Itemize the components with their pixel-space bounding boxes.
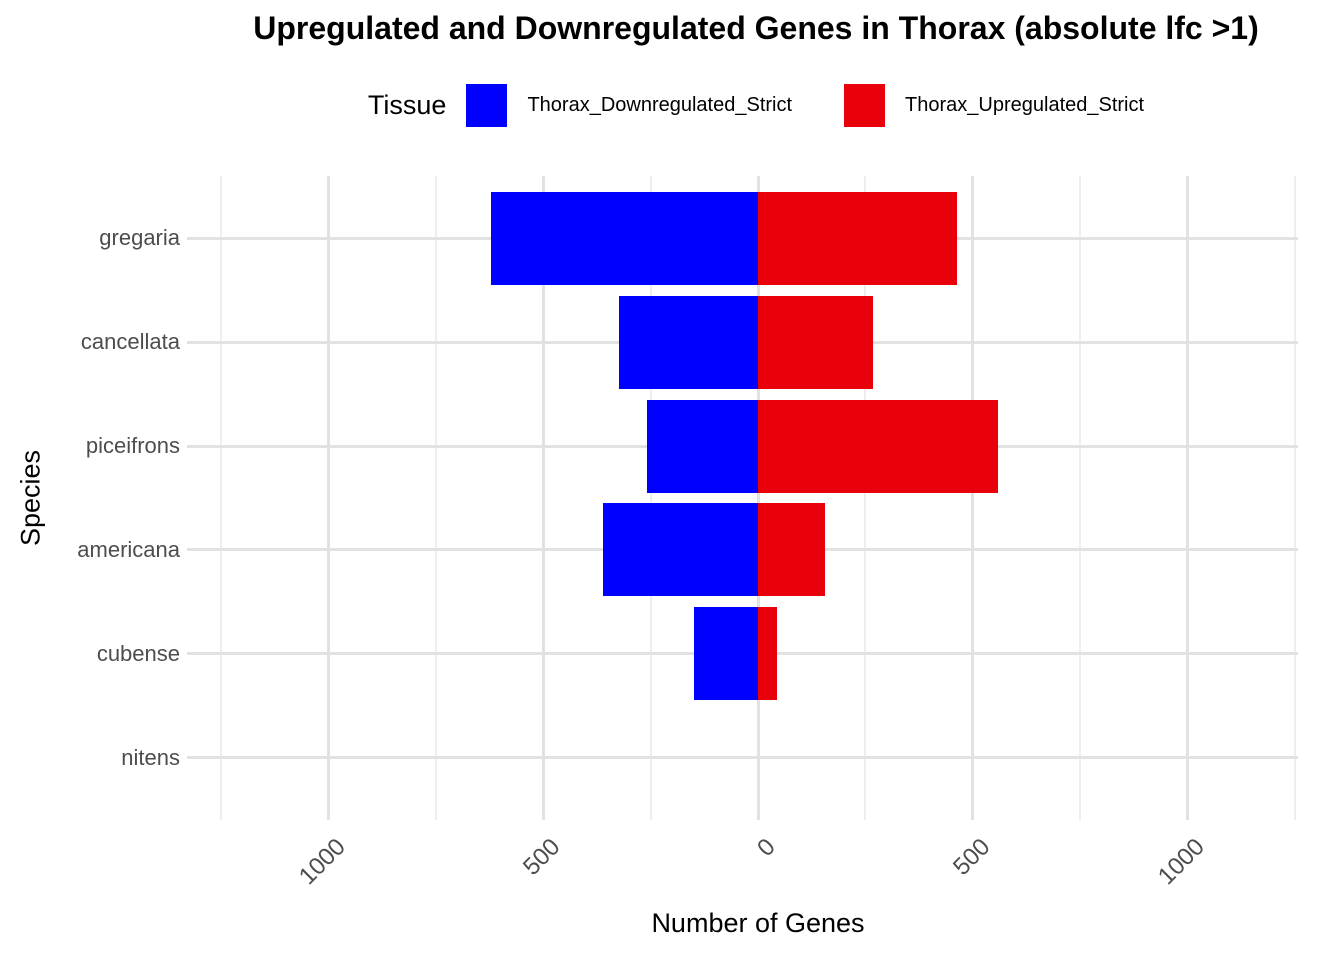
bar-downregulated-gregaria <box>491 191 758 285</box>
y-tick-label: gregaria <box>99 225 180 251</box>
x-tick-label: 1000 <box>1152 833 1210 891</box>
gridline-minor-vertical <box>1293 176 1296 820</box>
y-tick-label: cancellata <box>80 329 180 355</box>
bar-upregulated-cancellata <box>758 295 874 389</box>
legend-title: Tissue <box>367 89 447 120</box>
gridline-major-vertical <box>1185 176 1189 820</box>
gridline-major-vertical <box>327 176 331 820</box>
bar-upregulated-piceifrons <box>758 399 999 493</box>
bar-downregulated-piceifrons <box>647 399 758 493</box>
gridline-minor-vertical <box>864 176 867 820</box>
x-tick-label: 0 <box>751 833 781 862</box>
y-tick-label: nitens <box>121 744 180 770</box>
bar-upregulated-gregaria <box>758 191 958 285</box>
gridline-major-vertical <box>541 176 545 820</box>
gridline-minor-vertical <box>220 176 223 820</box>
legend-item: Thorax_Upregulated_Strict <box>844 83 1145 127</box>
legend-label: Thorax_Upregulated_Strict <box>905 93 1145 116</box>
y-tick-label: piceifrons <box>85 433 180 459</box>
y-axis-title: Species <box>15 449 46 547</box>
x-tick-label: 500 <box>518 833 566 881</box>
y-tick-label: americana <box>77 536 180 562</box>
chart-title: Upregulated and Downregulated Genes in T… <box>253 10 1259 46</box>
legend-label: Thorax_Downregulated_Strict <box>527 93 793 116</box>
gridline-category <box>187 756 1298 760</box>
gridline-minor-vertical <box>649 176 652 820</box>
legend-swatch <box>844 83 886 127</box>
legend-item: Thorax_Downregulated_Strict <box>466 83 793 127</box>
legend: Tissue Thorax_Downregulated_Strict Thorax… <box>168 80 1344 130</box>
gridline-major-vertical <box>756 176 760 820</box>
bar-upregulated-americana <box>758 503 825 597</box>
x-axis-title: Number of Genes <box>651 908 865 938</box>
legend-swatch <box>466 83 508 127</box>
x-tick-label: 500 <box>947 833 996 881</box>
y-tick-label: cubense <box>96 640 180 666</box>
bar-downregulated-cancellata <box>618 295 758 389</box>
legend-items: Thorax_Downregulated_Strict Thorax_Upregu… <box>466 83 1145 127</box>
gridline-minor-vertical <box>1078 176 1081 820</box>
bar-downregulated-americana <box>603 503 758 597</box>
bar-downregulated-cubense <box>694 607 758 701</box>
gridline-major-vertical <box>971 176 975 820</box>
x-tick-label: 1000 <box>294 833 352 891</box>
bar-upregulated-cubense <box>758 607 777 701</box>
gridline-minor-vertical <box>435 176 438 820</box>
